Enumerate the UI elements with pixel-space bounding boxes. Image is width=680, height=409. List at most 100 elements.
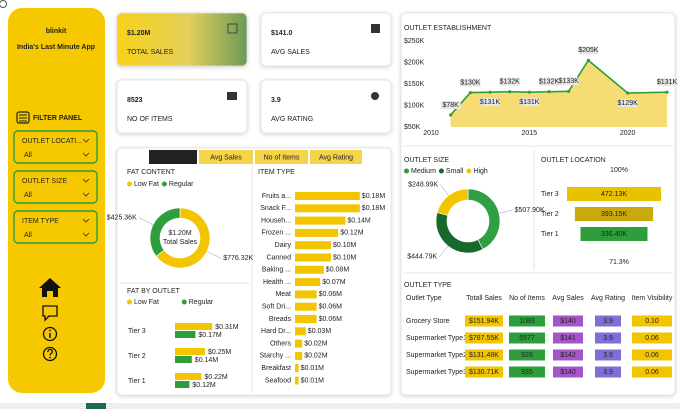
info-icon-dot (49, 329, 51, 332)
help-icon-dot (49, 356, 51, 359)
data-label: $248.99K (408, 181, 438, 188)
page-tab[interactable] (86, 403, 106, 409)
table-cell: 5577 (519, 335, 535, 342)
funnel-bar (580, 227, 648, 241)
chat-icon[interactable] (42, 305, 58, 322)
kpi-label: TOTAL SALES (127, 49, 173, 56)
column-header: Item Visibility (632, 295, 673, 302)
point (567, 89, 571, 93)
bar (295, 241, 331, 250)
table-cell: 3.9 (603, 335, 613, 342)
category-label: Starchy ... (259, 353, 291, 360)
cell-bg (465, 332, 503, 344)
bar (175, 323, 213, 330)
cell-bg (632, 315, 672, 327)
filter-box[interactable] (13, 170, 98, 204)
donut-slice (149, 207, 181, 257)
table-cell: $141 (560, 335, 576, 342)
table-cell: Grocery Store (406, 318, 450, 325)
cell-bg (509, 349, 545, 361)
cell-bg (465, 366, 503, 378)
table-cell: 0.10 (645, 318, 659, 325)
data-label: 336.40K (601, 231, 627, 238)
leader-line (439, 184, 449, 196)
legend-dot (466, 168, 472, 174)
cell-bg (632, 366, 672, 378)
y-tick-label: $250K (404, 38, 425, 45)
leader-line (206, 251, 222, 259)
data-label: $425.36K (107, 214, 137, 221)
legend-dot (404, 168, 409, 174)
table-cell: $131.48K (469, 352, 499, 359)
home-icon[interactable] (39, 278, 61, 297)
data-label: $0.25M (208, 349, 232, 356)
tab[interactable] (199, 150, 253, 164)
data-label: $0.06M (319, 291, 343, 298)
data-label: $0.08M (326, 267, 350, 274)
data-label: $0.01M (301, 377, 325, 384)
donut-slice (436, 188, 469, 216)
filter-label: ITEM TYPE (22, 218, 59, 225)
section-title: OUTLET LOCATION (541, 157, 606, 164)
data-label: $0.14M (347, 217, 371, 224)
category-label: Househ... (261, 217, 291, 224)
bar (175, 356, 192, 363)
kpi-value: $141.0 (271, 30, 293, 37)
table-cell: $787.55K (469, 335, 499, 342)
cell-bg (553, 366, 583, 378)
data-label: $78K (442, 102, 459, 109)
data-label: $0.02M (304, 353, 328, 360)
data-label: $133K (559, 78, 580, 85)
cell-bg (509, 366, 545, 378)
donut-slice (155, 207, 211, 269)
tab[interactable] (310, 150, 362, 164)
cell-bg (553, 349, 583, 361)
legend-dot (127, 181, 132, 187)
label-bg (499, 77, 520, 86)
filter-box[interactable] (13, 210, 98, 244)
category-label: Seafood (265, 377, 291, 384)
table-cell: 0.06 (645, 369, 659, 376)
filter-label: OUTLET LOCATI... (22, 138, 82, 145)
data-label: $0.17M (198, 332, 222, 339)
category-label: Meat (275, 291, 291, 298)
table-cell: 0.06 (645, 352, 659, 359)
data-label: $0.12M (340, 230, 364, 237)
data-label: $0.12M (192, 382, 216, 389)
tab[interactable] (149, 150, 197, 164)
legend-dot (438, 168, 444, 174)
cell-bg (465, 349, 503, 361)
data-label: $205K (578, 47, 599, 54)
kpi-card (116, 12, 248, 67)
label-bg (578, 46, 599, 55)
category-label: Fruits a... (262, 193, 291, 200)
section-title: FAT CONTENT (127, 169, 176, 176)
y-tick-label: $200K (404, 59, 425, 66)
table-cell: $142 (560, 352, 576, 359)
table-cell: Supermarket Type1 (406, 335, 467, 342)
legend-label: Small (446, 168, 464, 175)
info-icon[interactable] (42, 326, 58, 342)
table-cell: 928 (521, 352, 533, 359)
bar (295, 327, 306, 336)
filter-box[interactable] (13, 130, 98, 164)
category-label: Soft Dri... (262, 304, 291, 311)
legend-label: Low Fat (134, 181, 159, 188)
table-cell: 1083 (519, 318, 535, 325)
data-label: $131K (657, 79, 678, 86)
bar (295, 253, 331, 262)
kpi-label: NO OF ITEMS (127, 116, 173, 123)
legend-dot (127, 299, 132, 305)
funnel-bar (567, 187, 661, 201)
label-bg (657, 78, 677, 87)
data-label: $0.01M (301, 365, 325, 372)
tab[interactable] (255, 150, 308, 164)
data-label: $131K (519, 99, 540, 106)
column-header: Totall Sales (466, 295, 502, 302)
donut-center-value: $1.20M (168, 230, 192, 237)
cell-bg (465, 315, 503, 327)
help-icon[interactable] (42, 346, 58, 362)
kpi-card (260, 79, 392, 134)
data-label: $507.90K (515, 207, 545, 214)
